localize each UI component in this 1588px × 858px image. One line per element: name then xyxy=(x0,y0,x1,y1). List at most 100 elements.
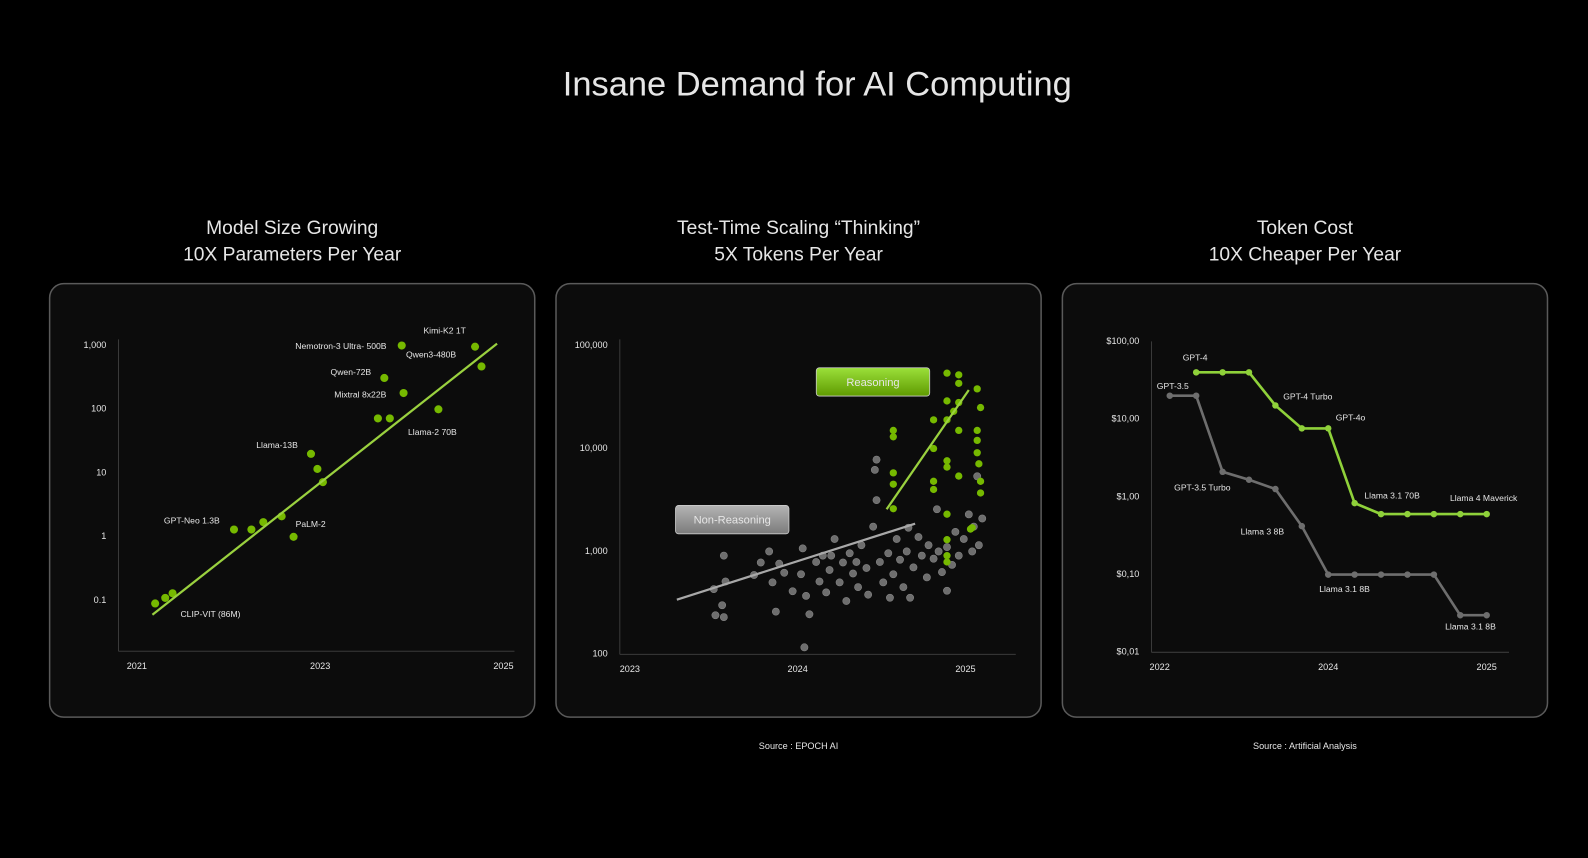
point-label: Nemotron-3 Ultra- 500B xyxy=(295,341,386,351)
point xyxy=(889,480,897,488)
point xyxy=(924,541,933,550)
point xyxy=(229,525,239,534)
point xyxy=(247,525,256,534)
line xyxy=(1196,371,1487,516)
point xyxy=(872,455,881,464)
x-tick-label: 2023 xyxy=(620,664,640,674)
point xyxy=(973,426,981,435)
point xyxy=(151,599,160,608)
point xyxy=(943,510,951,518)
point xyxy=(959,535,968,543)
point xyxy=(1324,571,1332,578)
point xyxy=(929,416,938,424)
point xyxy=(975,460,983,468)
chart-subtitle: 10X Cheaper Per Year xyxy=(1209,244,1402,265)
y-tick-label: 100,000 xyxy=(575,340,608,350)
point xyxy=(385,414,394,423)
point xyxy=(289,532,298,541)
x-tick-label: 2022 xyxy=(1150,662,1170,672)
x-tick-label: 2023 xyxy=(310,661,330,671)
point xyxy=(1351,499,1358,507)
point xyxy=(1324,425,1332,432)
y-tick-label: 1 xyxy=(101,531,106,541)
point xyxy=(1272,402,1279,409)
point xyxy=(1219,369,1226,376)
point-label: CLIP-VIT (86M) xyxy=(180,609,240,619)
point xyxy=(917,551,926,560)
point xyxy=(306,449,316,458)
x-tick-label: 2025 xyxy=(493,661,513,671)
x-tick-label: 2025 xyxy=(1477,662,1497,672)
point xyxy=(889,570,898,579)
point xyxy=(964,510,973,519)
point-label: Kimi-K2 1T xyxy=(423,326,466,336)
point xyxy=(884,549,893,558)
point xyxy=(938,568,946,576)
point xyxy=(869,522,878,531)
point xyxy=(168,589,177,598)
point xyxy=(849,569,857,578)
point xyxy=(1298,425,1306,432)
point-label: Llama 3.1 8B xyxy=(1319,584,1370,594)
point xyxy=(943,457,951,465)
point xyxy=(955,379,963,387)
panel xyxy=(555,282,1042,718)
point xyxy=(976,403,985,412)
point xyxy=(1245,369,1253,376)
y-tick-label: $0,10 xyxy=(1117,569,1140,579)
point xyxy=(933,505,941,514)
legend-label: Reasoning xyxy=(846,377,899,389)
point xyxy=(906,593,914,602)
source: Source : Artificial Analysis xyxy=(1253,741,1357,751)
point xyxy=(805,610,814,619)
point xyxy=(929,485,938,494)
point-label: GPT-4 xyxy=(1183,352,1208,362)
point xyxy=(1483,611,1490,619)
point xyxy=(943,586,951,595)
y-tick-label: 10,000 xyxy=(580,443,608,453)
point-label: GPT-3.5 xyxy=(1157,381,1189,391)
point xyxy=(872,496,881,505)
point xyxy=(902,547,911,556)
legend-box xyxy=(675,505,790,535)
legend-label: Non-Reasoning xyxy=(694,515,771,527)
x-tick-label: 2024 xyxy=(1318,662,1338,672)
point xyxy=(718,601,727,610)
point xyxy=(974,541,983,550)
trend-line xyxy=(676,522,916,601)
point xyxy=(1192,369,1200,376)
point xyxy=(934,547,943,556)
y-tick-label: 100 xyxy=(592,649,607,659)
point xyxy=(976,489,985,497)
point-label: Llama 4 Maverick xyxy=(1450,493,1518,503)
point xyxy=(161,593,170,602)
point-label: Llama 3.1 8B xyxy=(1445,622,1496,632)
point xyxy=(434,405,443,414)
point xyxy=(899,583,908,592)
point-label: Llama 3.1 70B xyxy=(1364,490,1420,500)
point xyxy=(943,536,951,544)
point xyxy=(780,568,789,577)
point xyxy=(1430,571,1438,578)
point xyxy=(973,385,981,393)
point xyxy=(889,426,897,435)
point xyxy=(397,341,406,350)
point xyxy=(886,593,894,602)
point xyxy=(1272,485,1279,493)
x-tick-label: 2025 xyxy=(955,664,975,674)
point xyxy=(1351,571,1358,578)
point xyxy=(797,570,805,579)
point-label: Qwen3-480B xyxy=(406,350,456,360)
point xyxy=(852,558,861,566)
y-tick-label: $100,00 xyxy=(1106,336,1139,346)
point-label: GPT-3.5 Turbo xyxy=(1174,482,1231,492)
point xyxy=(798,544,807,553)
point xyxy=(842,597,851,605)
point-label: PaLM-2 xyxy=(296,519,326,529)
point xyxy=(922,573,931,582)
point xyxy=(968,547,977,556)
panel xyxy=(1061,282,1549,718)
point-label: GPT-4o xyxy=(1336,413,1366,423)
